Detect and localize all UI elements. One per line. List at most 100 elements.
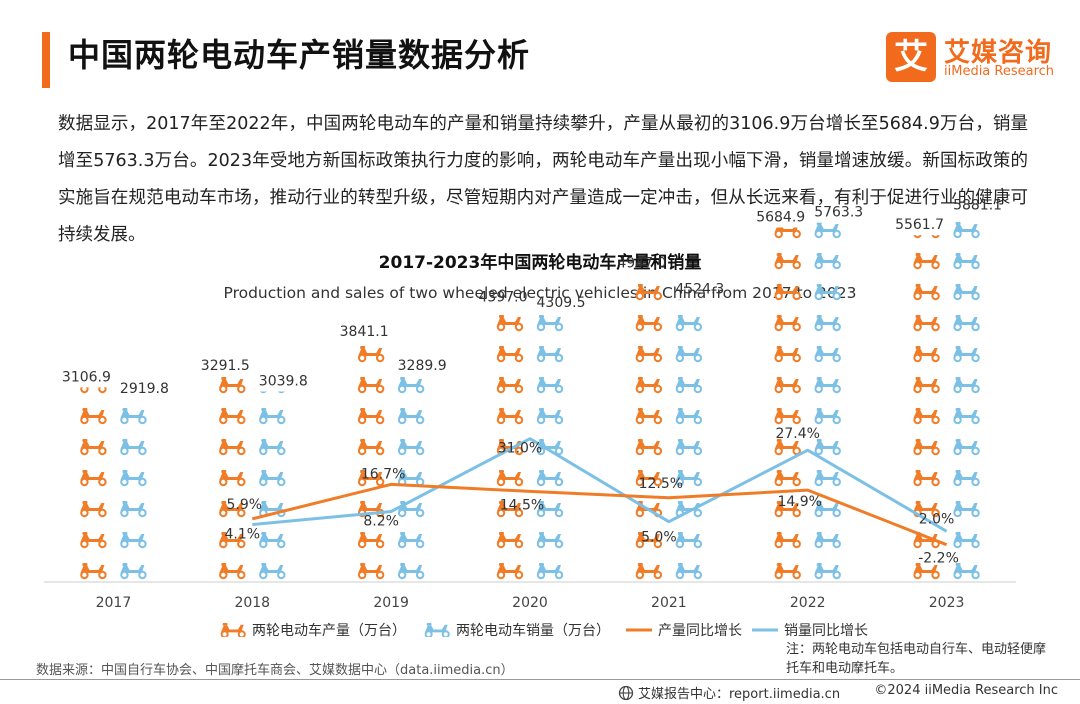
scooter-icon bbox=[259, 470, 286, 487]
scooter-icon bbox=[357, 408, 385, 425]
scooter-icon bbox=[496, 532, 524, 549]
summary-paragraph: 数据显示，2017年至2022年，中国两轮电动车的产量和销量持续攀升，产量从最初… bbox=[58, 114, 1028, 245]
scooter-icon bbox=[774, 501, 801, 518]
scooter-icon bbox=[219, 470, 246, 487]
scooter-icon bbox=[953, 284, 980, 301]
scooter-icon bbox=[259, 391, 285, 394]
sales-value-label-2019: 3289.9 bbox=[398, 358, 447, 374]
scooter-icon bbox=[219, 408, 246, 425]
line-swatch-icon bbox=[752, 628, 778, 632]
scooter-icon bbox=[675, 532, 703, 549]
sales-growth-label-2019: 8.2% bbox=[363, 513, 399, 529]
scooter-icon bbox=[536, 377, 564, 394]
scooter-icon bbox=[953, 470, 980, 487]
legend-production-growth-label: 产量同比增长 bbox=[658, 623, 742, 639]
production-value-label-2019: 3841.1 bbox=[340, 324, 389, 340]
globe-icon bbox=[618, 685, 634, 700]
sales-growth-label-2018: 4.1% bbox=[224, 527, 260, 543]
logo-name-en: iiMedia Research bbox=[944, 64, 1055, 79]
footer-report-center: 艾媒报告中心：report.iimedia.cn bbox=[618, 683, 840, 702]
scooter-icon bbox=[814, 346, 841, 363]
scooter-icon bbox=[774, 315, 801, 332]
scooter-icon bbox=[635, 346, 663, 363]
sales-growth-label-2021: 5.0% bbox=[641, 530, 677, 546]
scooter-icon bbox=[774, 377, 801, 394]
scooter-icon bbox=[635, 377, 663, 394]
scooter-icon bbox=[675, 408, 703, 425]
scooter-icon bbox=[953, 346, 980, 363]
scooter-icon bbox=[259, 408, 286, 425]
legend-sales-growth-label: 销量同比增长 bbox=[784, 623, 868, 639]
legend-production: 两轮电动车产量（万台） bbox=[218, 620, 406, 640]
scooter-icon bbox=[635, 408, 663, 425]
scooter-icon bbox=[913, 235, 940, 239]
production-bar-2020 bbox=[496, 315, 524, 580]
production-growth-label-2019: 16.7% bbox=[361, 466, 405, 482]
production-value-label-2020: 4397.0 bbox=[479, 289, 528, 305]
production-bar-2021 bbox=[635, 284, 663, 580]
scooter-icon bbox=[814, 253, 841, 270]
scooter-icon bbox=[219, 377, 246, 394]
scooter-icon bbox=[80, 439, 107, 456]
scooter-icon bbox=[675, 470, 703, 487]
scooter-icon bbox=[219, 439, 246, 456]
sales-value-label-2021: 4524.3 bbox=[675, 281, 724, 297]
scooter-icon bbox=[675, 563, 703, 580]
chart-subtitle: Production and sales of two wheeled elec… bbox=[223, 284, 857, 302]
scooter-icon bbox=[913, 501, 940, 518]
sales-bar-2021 bbox=[675, 299, 703, 580]
production-bar-2023 bbox=[913, 235, 940, 580]
scooter-icon bbox=[496, 563, 524, 580]
production-growth-label-2021: 12.5% bbox=[639, 476, 683, 492]
scooter-icon bbox=[120, 439, 147, 456]
scooter-icon bbox=[357, 470, 385, 487]
scooter-icon bbox=[774, 284, 801, 301]
production-bar-2018 bbox=[219, 377, 246, 580]
scooter-icon bbox=[357, 439, 385, 456]
x-tick-label-2017: 2017 bbox=[96, 595, 132, 611]
scooter-icon bbox=[80, 387, 107, 394]
x-tick-label-2018: 2018 bbox=[234, 595, 270, 611]
chart-note: 注：两轮电动车包括电动自行车、电动轻便摩托车和电动摩托车。 bbox=[786, 642, 1047, 676]
scooter-icon bbox=[496, 377, 524, 394]
scooter-icon bbox=[496, 501, 524, 518]
scooter-icon bbox=[120, 408, 147, 425]
sales-value-label-2018: 3039.8 bbox=[259, 374, 308, 390]
scooter-icon bbox=[953, 377, 980, 394]
scooter-icon bbox=[913, 284, 940, 301]
scooter-icon bbox=[536, 408, 564, 425]
scooter-icon bbox=[635, 563, 663, 580]
x-tick-label-2020: 2020 bbox=[512, 595, 548, 611]
scooter-icon bbox=[397, 377, 425, 394]
scooter-icon bbox=[219, 501, 246, 518]
line-swatch-icon bbox=[626, 628, 652, 632]
scooter-icon bbox=[913, 315, 940, 332]
scooter-icon bbox=[357, 563, 385, 580]
scooter-icon bbox=[774, 408, 801, 425]
scooter-icon bbox=[814, 563, 841, 580]
scooter-icon bbox=[120, 563, 147, 580]
chart-title: 2017-2023年中国两轮电动车产量和销量 bbox=[378, 253, 702, 273]
scooter-icon bbox=[219, 563, 246, 580]
production-bar-2022 bbox=[774, 227, 801, 580]
scooter-icon bbox=[259, 532, 286, 549]
data-source: 数据来源：中国自行车协会、中国摩托车商会、艾媒数据中心（data.iimedia… bbox=[36, 663, 514, 678]
scooter-icon bbox=[913, 253, 940, 270]
scooter-icon bbox=[774, 532, 801, 549]
scooter-icon bbox=[536, 501, 564, 518]
scooter-icon bbox=[814, 501, 841, 518]
x-tick-label-2022: 2022 bbox=[790, 595, 826, 611]
production-bar-2017 bbox=[80, 387, 107, 580]
scooter-icon bbox=[774, 563, 801, 580]
production-growth-label-2023: -2.2% bbox=[918, 551, 959, 567]
scooter-icon bbox=[397, 501, 425, 518]
scooter-icon bbox=[496, 346, 524, 363]
scooter-icon bbox=[536, 470, 564, 487]
sales-value-label-2022: 5763.3 bbox=[814, 205, 863, 221]
scooter-icon bbox=[357, 532, 385, 549]
title-accent-bar bbox=[42, 32, 50, 88]
legend-sales-growth: 销量同比增长 bbox=[750, 620, 868, 640]
scooter-icon bbox=[675, 439, 703, 456]
scooter-icon bbox=[913, 346, 940, 363]
scooter-icon bbox=[424, 623, 450, 637]
